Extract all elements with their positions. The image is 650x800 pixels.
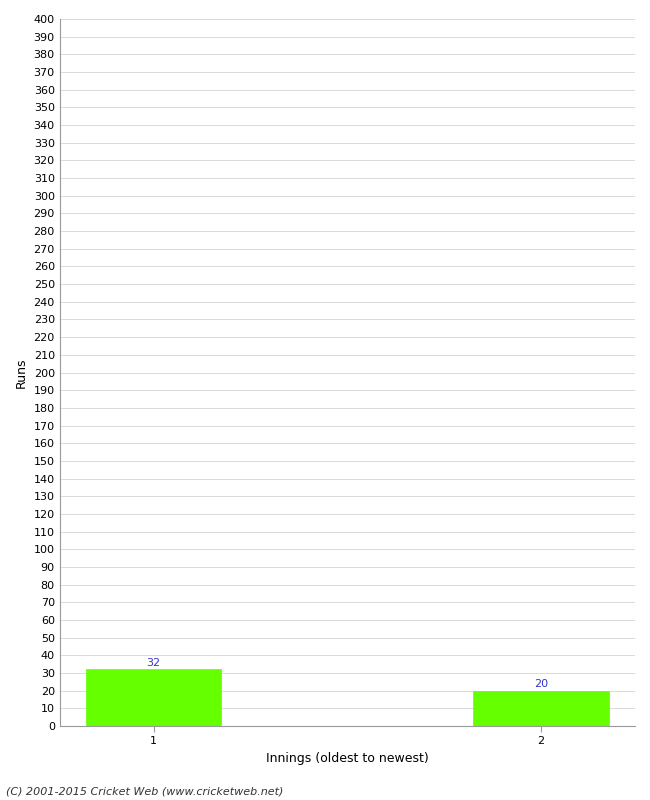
- X-axis label: Innings (oldest to newest): Innings (oldest to newest): [266, 752, 429, 765]
- Text: (C) 2001-2015 Cricket Web (www.cricketweb.net): (C) 2001-2015 Cricket Web (www.cricketwe…: [6, 786, 284, 796]
- Bar: [473, 690, 609, 726]
- Y-axis label: Runs: Runs: [15, 358, 28, 388]
- Text: 20: 20: [534, 679, 548, 689]
- Bar: [86, 670, 222, 726]
- Text: 32: 32: [146, 658, 161, 668]
